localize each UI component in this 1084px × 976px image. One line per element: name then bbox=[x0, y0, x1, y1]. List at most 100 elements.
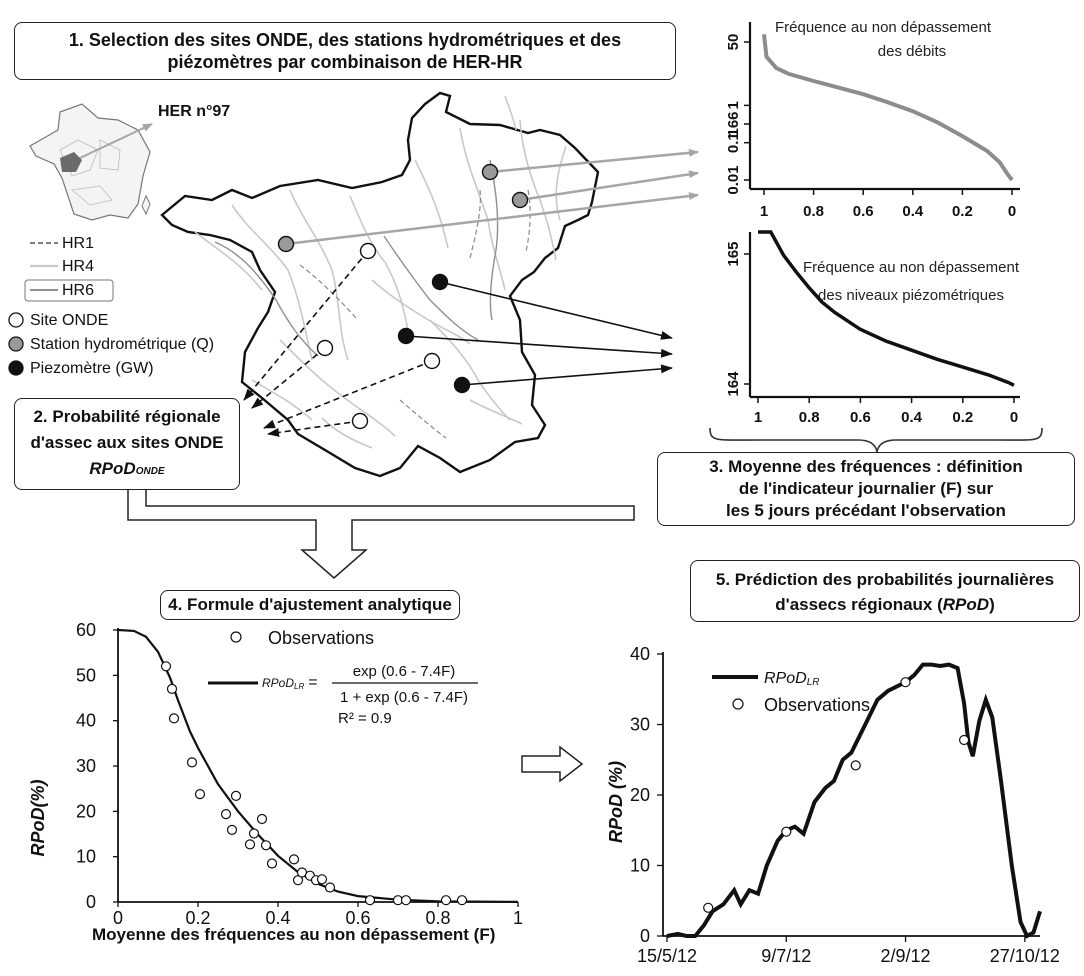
step5-box: 5. Prédiction des probabilités journaliè… bbox=[690, 560, 1080, 622]
onde-marker bbox=[351, 412, 369, 430]
observation-point bbox=[292, 875, 304, 886]
piezo-duration-chart: Fréquence au non dépassement des niveaux… bbox=[725, 111, 1020, 426]
observation-point bbox=[186, 757, 198, 768]
scatter-ytick-label: 30 bbox=[76, 756, 96, 776]
flow-xtick-label: 1 bbox=[760, 203, 768, 220]
flow-duration-curve bbox=[762, 34, 1014, 182]
step1-line2: piézomètres par combinaison de HER-HR bbox=[167, 52, 523, 72]
step2-line3: RPoDONDE bbox=[15, 456, 239, 485]
scatter-xtick-label: 0 bbox=[113, 908, 123, 928]
right-block-arrow bbox=[521, 745, 584, 783]
piezo-ytick-label: 164 bbox=[725, 371, 742, 397]
scatter-xtick-label: 0.2 bbox=[185, 908, 210, 928]
onde-marker bbox=[359, 242, 377, 260]
france-inset-map bbox=[29, 103, 153, 221]
observation-point bbox=[194, 788, 206, 800]
legend-station: Station hydrométrique (Q) bbox=[30, 336, 214, 353]
her-97-region bbox=[60, 152, 82, 172]
ts-observation-point bbox=[703, 902, 714, 913]
step5-line2-em: RPoD bbox=[942, 595, 990, 614]
piezo-duration-curve bbox=[758, 230, 1015, 387]
piezo-xtick-label: 1 bbox=[754, 409, 762, 426]
onde-arrows bbox=[243, 250, 433, 437]
observation-point bbox=[316, 874, 328, 885]
ts-observation-point bbox=[850, 760, 861, 771]
scatter-ytick-label: 40 bbox=[76, 711, 96, 731]
formula-lhs: RPoDLR = bbox=[262, 674, 318, 691]
ts-ytick-label: 30 bbox=[630, 715, 650, 735]
legend-site-onde: Site ONDE bbox=[30, 312, 108, 329]
scatter-ytick-label: 20 bbox=[76, 801, 96, 821]
ts-observation-point bbox=[958, 734, 970, 746]
step2-box: 2. Probabilité régionale d'assec aux sit… bbox=[14, 398, 240, 490]
brace bbox=[709, 427, 1043, 453]
step3-line3: les 5 jours précédant l'observation bbox=[726, 501, 1006, 520]
observation-point bbox=[248, 828, 260, 839]
scatter-ytick-label: 0 bbox=[86, 892, 96, 912]
flow-ytick-label: 1 bbox=[725, 101, 742, 109]
scatter-xtick-label: 0.4 bbox=[265, 908, 290, 928]
observation-point bbox=[260, 840, 272, 851]
map-markers bbox=[277, 163, 529, 430]
step4-box: 4. Formule d'ajustement analytique bbox=[160, 590, 460, 620]
rpod-onde-label: RPoD bbox=[89, 459, 136, 478]
flow-xtick-label: 0.6 bbox=[853, 203, 874, 220]
scatter-ytick-label: 60 bbox=[76, 620, 96, 640]
ts-ytick-label: 40 bbox=[630, 644, 650, 664]
region-map bbox=[160, 91, 600, 478]
station-marker bbox=[511, 191, 529, 209]
formula-denominator: 1 + exp (0.6 - 7.4F) bbox=[340, 689, 468, 706]
piezo-xtick-label: 0 bbox=[1010, 409, 1018, 426]
step3-line1: 3. Moyenne des fréquences : définition bbox=[709, 457, 1023, 476]
legend-obs-marker bbox=[230, 631, 242, 643]
ts-xtick-label: 9/7/12 bbox=[761, 946, 811, 966]
station-marker bbox=[481, 163, 499, 181]
scatter-xlabel: Moyenne des fréquences au non dépassemen… bbox=[92, 925, 495, 944]
observation-point bbox=[220, 808, 232, 820]
step2-line2: d'assec aux sites ONDE bbox=[30, 433, 224, 452]
scatter-xtick-label: 1 bbox=[513, 908, 523, 928]
observation-point bbox=[288, 854, 300, 865]
observation-point bbox=[400, 895, 412, 906]
formula-numerator: exp (0.6 - 7.4F) bbox=[353, 663, 456, 680]
ts-ytick-label: 20 bbox=[630, 785, 650, 805]
piezo-xtick-label: 0.8 bbox=[799, 409, 820, 426]
her-97-boundary bbox=[160, 91, 600, 478]
observation-point bbox=[324, 882, 336, 893]
piezometer-marker bbox=[453, 376, 471, 394]
ts-xtick-label: 15/5/12 bbox=[637, 946, 697, 966]
step2-line1: 2. Probabilité régionale bbox=[33, 407, 221, 426]
map-legend: HR1 HR4 HR6 Site ONDE Station hydrométri… bbox=[8, 235, 214, 377]
flow-xtick-label: 0 bbox=[1008, 203, 1016, 220]
observation-point bbox=[226, 824, 238, 836]
scatter-ytick-label: 50 bbox=[76, 665, 96, 685]
flow-ytick-label: 0.01 bbox=[725, 165, 742, 194]
observation-point bbox=[244, 839, 256, 850]
piezo-xtick-label: 0.2 bbox=[952, 409, 973, 426]
ts-xtick-label: 2/9/12 bbox=[881, 946, 931, 966]
formula-r2: R² = 0.9 bbox=[338, 710, 392, 727]
observation-point bbox=[230, 790, 242, 802]
observation-point bbox=[168, 713, 180, 724]
rivers-hr1 bbox=[299, 189, 531, 439]
step4-title: 4. Formule d'ajustement analytique bbox=[168, 595, 452, 614]
ts-legend-obs-marker bbox=[732, 698, 744, 710]
step5-line2-pre: d'assecs régionaux ( bbox=[775, 595, 943, 614]
piezo-chart-title-1: Fréquence au non dépassement bbox=[803, 259, 1020, 276]
piezo-xtick-label: 0.4 bbox=[901, 409, 923, 426]
flow-xtick-label: 0.4 bbox=[902, 203, 924, 220]
piezo-chart-title-2: des niveaux piézométriques bbox=[818, 287, 1004, 304]
scatter-xtick-label: 0.6 bbox=[345, 908, 370, 928]
legend-piezometer: Piezomètre (GW) bbox=[30, 360, 154, 377]
rivers-hr4 bbox=[194, 95, 567, 449]
legend-hr6: HR6 bbox=[62, 282, 94, 299]
piezo-xtick-label: 0.6 bbox=[850, 409, 871, 426]
step1-line1: 1. Selection des sites ONDE, des station… bbox=[68, 30, 622, 50]
observation-point bbox=[166, 683, 178, 695]
ts-ylabel: RPoD (%) bbox=[606, 761, 626, 843]
legend-observations: Observations bbox=[268, 628, 374, 648]
observation-point bbox=[440, 895, 452, 906]
flow-ytick-label: 50 bbox=[725, 34, 742, 51]
